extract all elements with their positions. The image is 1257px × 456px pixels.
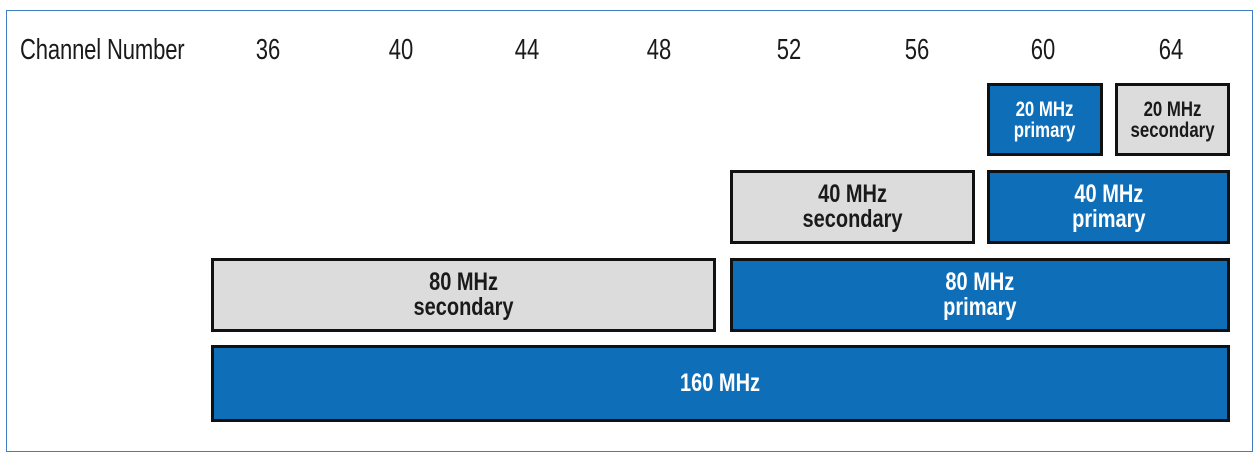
channel-40-label: 40	[388, 34, 414, 66]
block-80mhz-secondary-line1: 80 MHz	[429, 268, 498, 296]
block-40mhz-primary-line2: primary	[1071, 205, 1146, 233]
block-80mhz-primary-line2: primary	[943, 293, 1017, 321]
channel-48-label: 48	[646, 34, 672, 66]
channel-number-label: Channel Number	[20, 34, 185, 66]
block-40mhz-secondary-line1: 40 MHz	[818, 180, 887, 208]
block-20mhz-secondary-line2: secondary	[1130, 118, 1215, 142]
block-80mhz-primary: 80 MHz primary	[730, 258, 1230, 332]
block-80mhz-primary-line1: 80 MHz	[945, 268, 1015, 296]
channel-56-label: 56	[904, 34, 930, 66]
block-80mhz-secondary: 80 MHz secondary	[211, 258, 716, 332]
block-160mhz: 160 MHz	[211, 345, 1230, 422]
block-20mhz-primary-line1: 20 MHz	[1016, 97, 1074, 121]
block-80mhz-secondary-line2: secondary	[413, 293, 514, 321]
channel-44-label: 44	[514, 34, 540, 66]
block-20mhz-secondary: 20 MHz secondary	[1115, 83, 1230, 156]
channel-36-label: 36	[255, 34, 281, 66]
channel-60-label: 60	[1030, 34, 1056, 66]
block-20mhz-secondary-line1: 20 MHz	[1143, 97, 1202, 121]
block-40mhz-secondary: 40 MHz secondary	[730, 170, 975, 244]
block-40mhz-secondary-line2: secondary	[802, 205, 903, 233]
block-20mhz-primary-line2: primary	[1014, 118, 1076, 142]
channel-52-label: 52	[776, 34, 802, 66]
block-40mhz-primary-line1: 40 MHz	[1074, 180, 1143, 208]
block-160mhz-label: 160 MHz	[680, 369, 761, 397]
block-20mhz-primary: 20 MHz primary	[987, 83, 1103, 156]
block-40mhz-primary: 40 MHz primary	[987, 170, 1230, 244]
channel-64-label: 64	[1158, 34, 1184, 66]
